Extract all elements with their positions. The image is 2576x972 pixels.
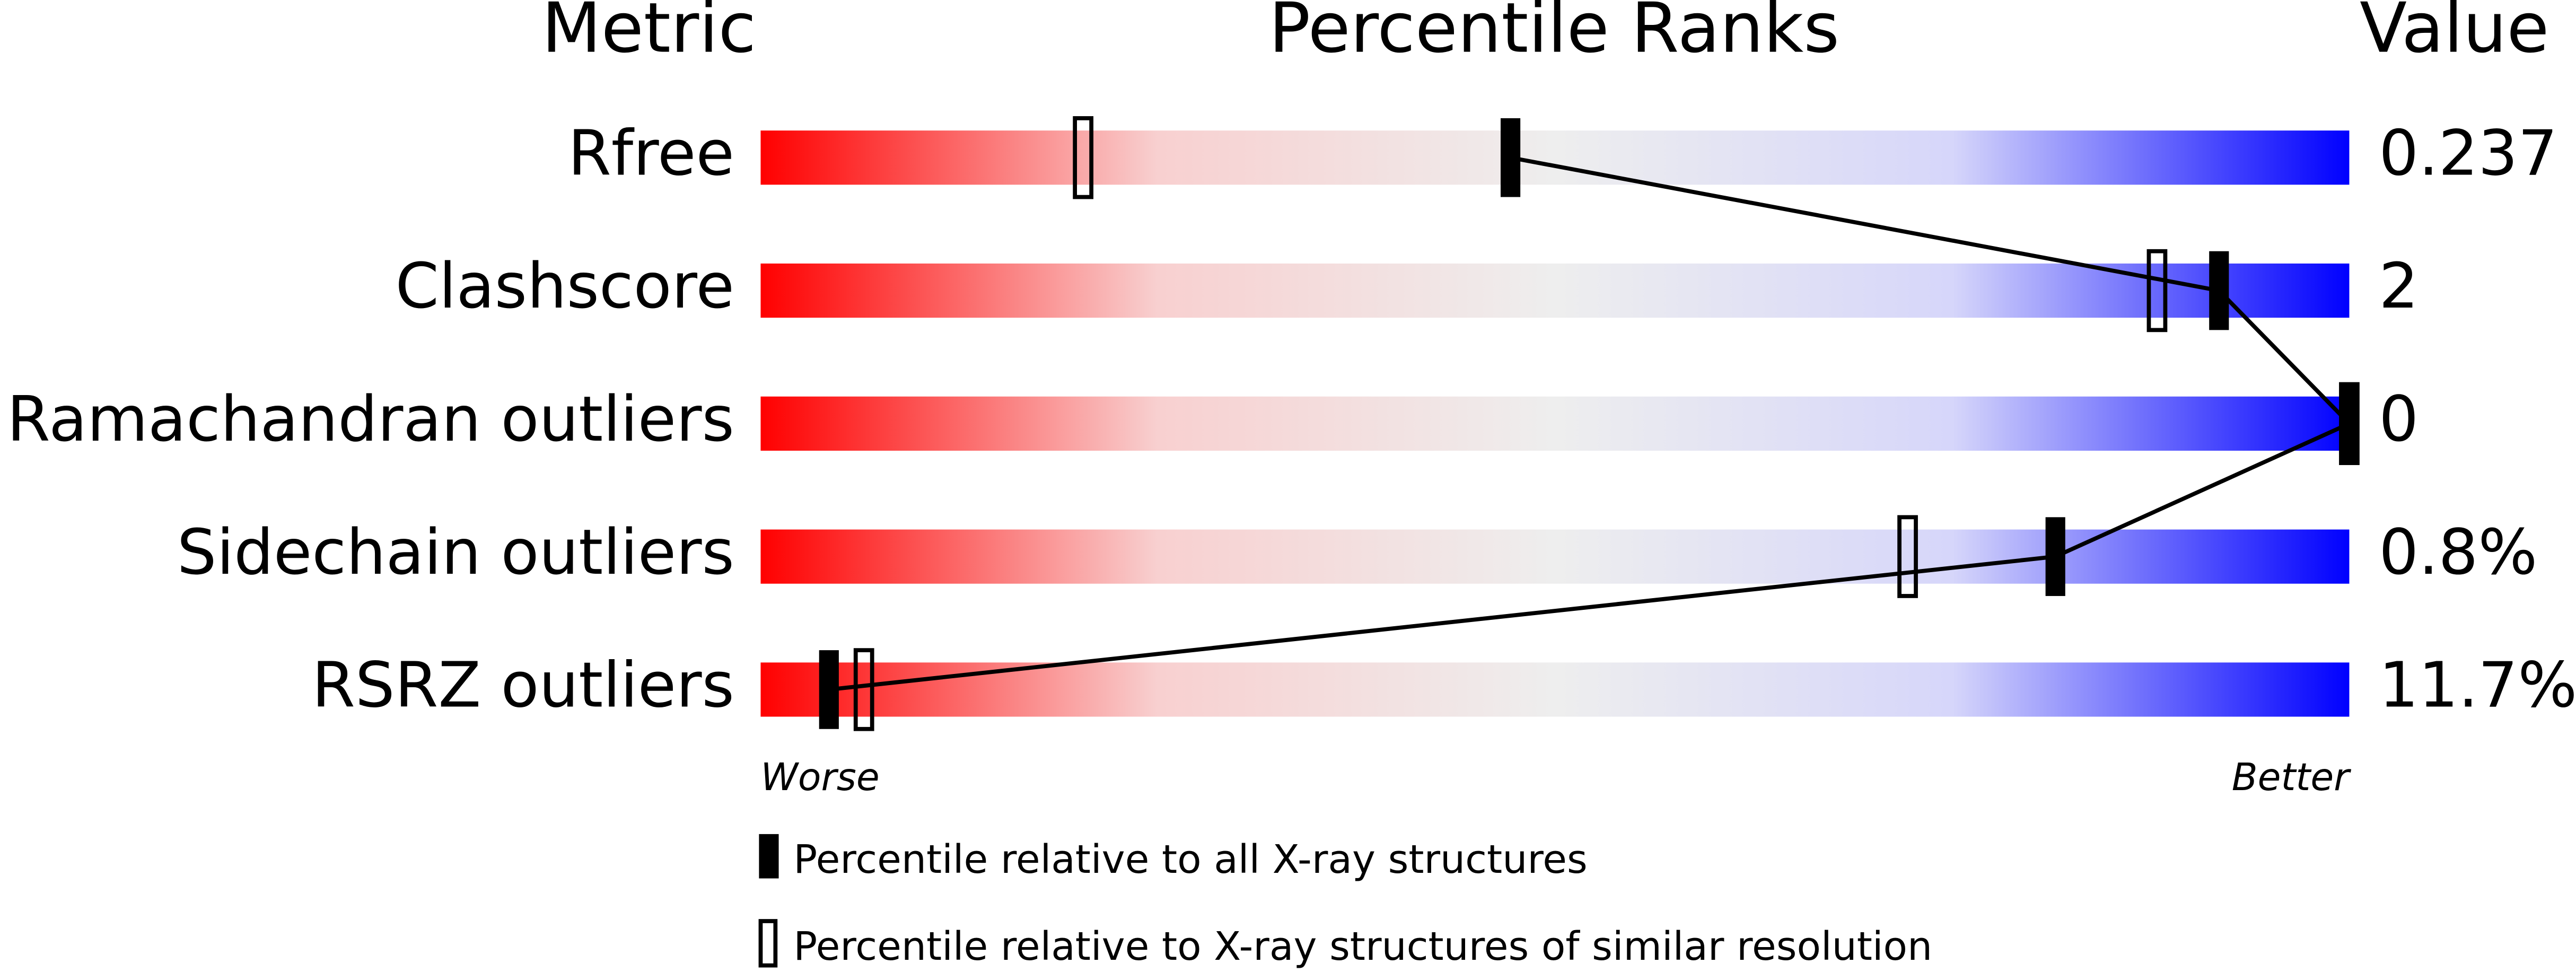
worse-label: Worse	[760, 755, 879, 799]
legend-swatch	[759, 834, 779, 879]
slider-bar	[760, 662, 2350, 717]
marker-all	[1500, 118, 1521, 197]
marker-all	[2209, 251, 2229, 330]
better-label: Better	[2232, 755, 2351, 799]
slider-bar	[760, 263, 2350, 318]
metric-label: RSRZ outliers	[312, 649, 734, 722]
marker-all	[2339, 384, 2360, 463]
metric-value: 11.7%	[2379, 649, 2576, 722]
marker-similar	[1073, 116, 1094, 199]
metric-header: Metric	[542, 0, 757, 68]
metric-value: 0.237	[2379, 117, 2557, 189]
legend-label: Percentile relative to all X-ray structu…	[793, 836, 1587, 882]
metric-label: Clashscore	[396, 250, 734, 322]
metric-value: 2	[2379, 250, 2419, 322]
metric-label: Sidechain outliers	[177, 516, 734, 589]
marker-all	[2045, 517, 2065, 596]
slider-bar	[760, 130, 2350, 185]
slider-bar	[760, 529, 2350, 584]
metric-value: 0.8%	[2379, 516, 2537, 589]
marker-similar	[853, 648, 874, 731]
chart-title: Percentile Ranks	[1269, 0, 1839, 68]
marker-similar	[2146, 249, 2168, 332]
marker-all	[819, 650, 839, 729]
metric-value: 0	[2379, 383, 2419, 456]
marker-similar	[1897, 515, 1918, 598]
legend-label: Percentile relative to X-ray structures …	[793, 923, 1932, 969]
metric-label: Ramachandran outliers	[7, 383, 734, 456]
value-header: Value	[2360, 0, 2549, 68]
metric-label: Rfree	[568, 117, 734, 189]
slider-bar	[760, 396, 2350, 451]
legend-swatch	[758, 919, 778, 968]
